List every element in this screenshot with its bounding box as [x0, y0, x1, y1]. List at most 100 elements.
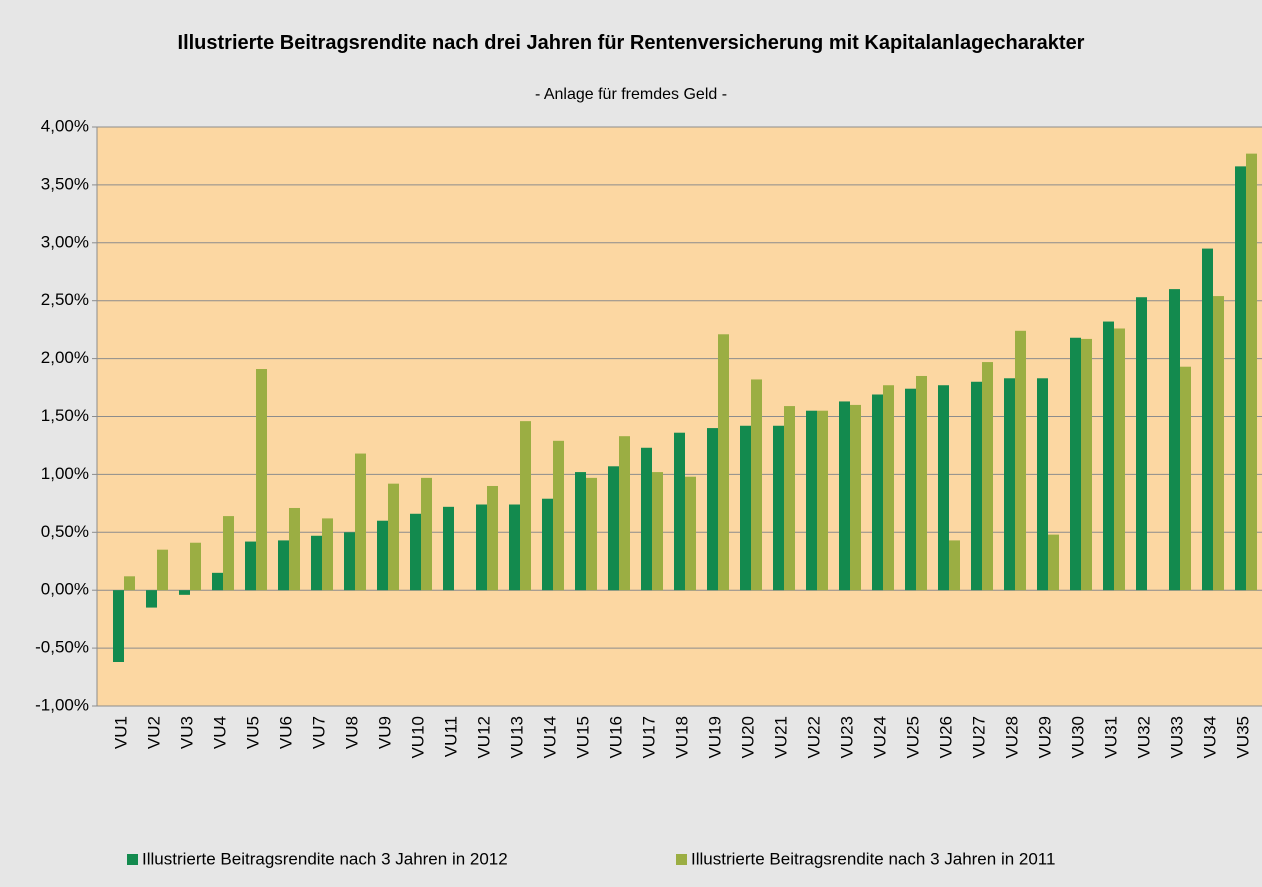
x-tick-label: VU7 — [309, 716, 328, 749]
y-tick-label: -1,00% — [35, 695, 89, 714]
legend-swatch — [127, 854, 138, 865]
bar — [1136, 297, 1147, 591]
x-tick-label: VU24 — [870, 716, 889, 759]
x-tick-label: VU2 — [144, 716, 163, 749]
y-tick-label: 0,50% — [41, 522, 89, 541]
x-tick-label: VU8 — [342, 716, 361, 749]
bar — [421, 477, 432, 591]
x-tick-label: VU16 — [606, 716, 625, 759]
bar — [1213, 296, 1224, 591]
x-tick-label: VU29 — [1035, 716, 1054, 759]
bar — [542, 498, 553, 591]
bar — [1103, 321, 1114, 591]
y-tick-label: 2,00% — [41, 348, 89, 367]
bar — [718, 334, 729, 591]
bar — [773, 425, 784, 591]
bar — [1015, 330, 1026, 591]
x-tick-label: VU28 — [1002, 716, 1021, 759]
bar — [575, 472, 586, 591]
bar — [311, 535, 322, 591]
bar — [619, 436, 630, 591]
x-tick-label: VU21 — [771, 716, 790, 759]
bar — [157, 549, 168, 591]
bar — [850, 404, 861, 591]
bar — [146, 590, 157, 608]
x-tick-label: VU5 — [243, 716, 262, 749]
bar — [740, 425, 751, 591]
bar — [1202, 248, 1213, 591]
bar — [1037, 378, 1048, 591]
bar — [179, 590, 190, 595]
bar — [344, 532, 355, 591]
bar — [487, 485, 498, 591]
bar — [751, 379, 762, 591]
bar — [1114, 328, 1125, 591]
x-tick-label: VU3 — [177, 716, 196, 749]
bar — [839, 401, 850, 591]
bar — [1246, 153, 1257, 591]
x-tick-label: VU31 — [1101, 716, 1120, 759]
bar — [113, 590, 124, 662]
bar — [212, 572, 223, 591]
bar — [476, 504, 487, 591]
bar — [410, 513, 421, 591]
bar — [784, 406, 795, 591]
y-tick-label: 2,50% — [41, 290, 89, 309]
bar — [971, 381, 982, 591]
x-tick-label: VU30 — [1068, 716, 1087, 759]
bar — [674, 432, 685, 591]
bar — [641, 447, 652, 591]
x-tick-label: VU33 — [1167, 716, 1186, 759]
y-tick-label: 1,50% — [41, 406, 89, 425]
legend-label: Illustrierte Beitragsrendite nach 3 Jahr… — [691, 849, 1055, 868]
x-tick-label: VU17 — [639, 716, 658, 759]
x-tick-label: VU4 — [210, 716, 229, 749]
bar — [938, 385, 949, 591]
bar — [586, 477, 597, 591]
x-tick-label: VU11 — [441, 716, 460, 757]
bar — [278, 540, 289, 591]
bar — [905, 388, 916, 591]
x-tick-label: VU35 — [1233, 716, 1252, 759]
x-tick-label: VU25 — [903, 716, 922, 759]
bar — [388, 483, 399, 591]
bar — [1235, 166, 1246, 591]
x-tick-label: VU18 — [672, 716, 691, 759]
bar — [1180, 366, 1191, 591]
bar — [355, 453, 366, 591]
bar — [443, 506, 454, 591]
y-tick-label: -0,50% — [35, 638, 89, 657]
bar — [520, 421, 531, 591]
bar — [883, 385, 894, 591]
bar — [806, 410, 817, 591]
x-tick-label: VU1 — [111, 716, 130, 749]
bar — [245, 541, 256, 591]
bar — [949, 540, 960, 591]
x-tick-label: VU34 — [1200, 716, 1219, 759]
bar — [322, 518, 333, 591]
x-tick-label: VU20 — [738, 716, 757, 759]
bar — [190, 542, 201, 591]
bar — [707, 428, 718, 591]
x-tick-label: VU32 — [1134, 716, 1153, 759]
bar — [982, 362, 993, 591]
bar — [685, 476, 696, 591]
legend-swatch — [676, 854, 687, 865]
bar — [256, 369, 267, 591]
y-tick-label: 0,00% — [41, 580, 89, 599]
x-tick-label: VU27 — [969, 716, 988, 759]
x-tick-label: VU13 — [507, 716, 526, 759]
chart-title: Illustrierte Beitragsrendite nach drei J… — [177, 32, 1085, 54]
bar — [1081, 338, 1092, 591]
x-tick-label: VU26 — [936, 716, 955, 759]
y-tick-label: 4,00% — [41, 116, 89, 135]
bar — [124, 576, 135, 591]
bar — [1048, 534, 1059, 591]
x-tick-label: VU14 — [540, 716, 559, 759]
x-tick-label: VU23 — [837, 716, 856, 759]
bar — [608, 466, 619, 591]
y-tick-label: 3,50% — [41, 174, 89, 193]
bar — [289, 507, 300, 591]
